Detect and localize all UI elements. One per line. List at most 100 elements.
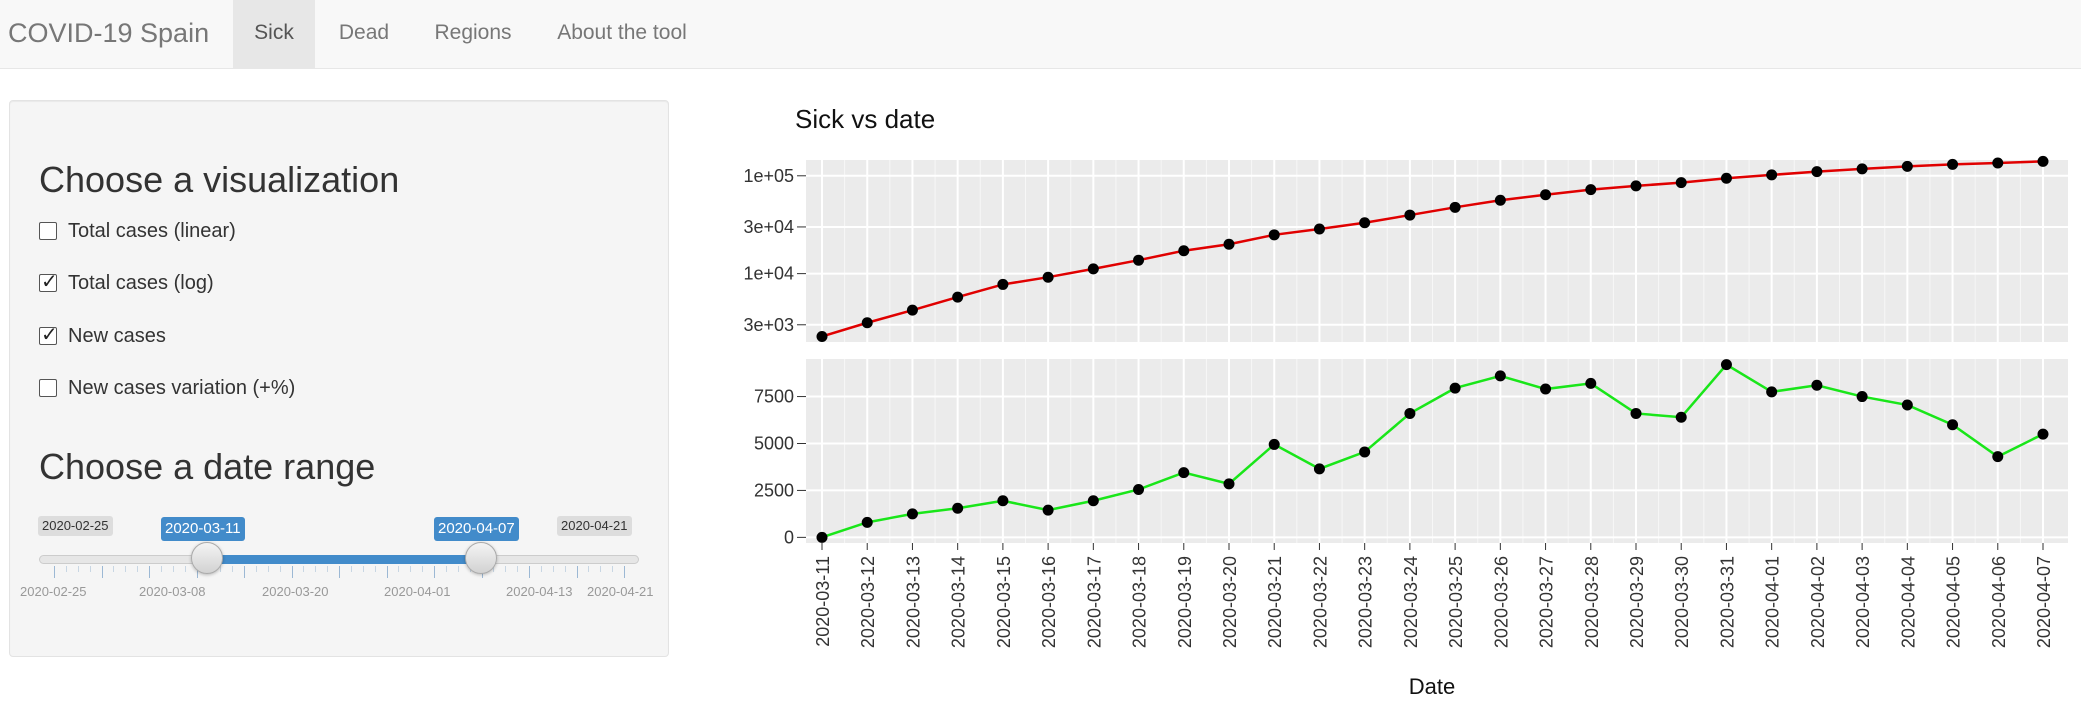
x-tick-label: 2020-03-16 [1039,556,1059,648]
data-point [952,502,964,514]
slider-selected-range[interactable] [207,555,482,564]
data-point [1947,158,1959,170]
slider-grid-tick [279,566,281,572]
x-tick-label: 2020-03-13 [903,556,923,648]
y-tick-label: 1e+05 [743,166,794,186]
x-tick-label: 2020-04-07 [2034,556,2054,648]
check-icon: ✓ [41,324,58,346]
data-point [1313,223,1325,235]
data-point [1178,245,1190,257]
option-new-cases[interactable]: ✓ New cases [39,323,166,349]
data-point [997,278,1009,290]
slider-grid-tick [339,566,340,578]
app-brand[interactable]: COVID-19 Spain [8,18,210,48]
data-point [1947,419,1959,431]
slider-grid-tick [172,566,174,572]
slider-grid-tick [327,566,329,572]
slider-grid-label: 2020-03-08 [139,584,206,599]
slider-grid-tick [398,566,400,572]
data-point [1087,263,1099,275]
slider-grid-tick [434,566,435,578]
x-tick-label: 2020-03-19 [1175,556,1195,648]
x-tick-label: 2020-03-21 [1265,556,1285,648]
data-point [1042,271,1054,283]
data-point [1856,391,1868,403]
data-point [1720,172,1732,184]
x-tick-label: 2020-04-01 [1763,556,1783,648]
slider-grid-tick [196,566,198,578]
slider-grid-tick [410,566,412,572]
slider-grid-tick [101,566,103,578]
bottom-panel-bg [806,359,2068,543]
slider-from-label: 2020-03-11 [161,517,245,541]
data-point [861,317,873,329]
data-point [952,291,964,303]
option-total-linear[interactable]: Total cases (linear) [39,218,236,244]
data-point [1766,169,1778,181]
slider-grid-tick [350,566,352,572]
slider-grid-tick [505,566,507,572]
plot-title: Sick vs date [795,104,936,134]
slider-grid-tick [232,566,234,572]
tab-regions[interactable]: Regions [434,21,512,44]
x-tick-label: 2020-03-29 [1627,556,1647,648]
slider-grid-tick [540,566,542,572]
x-tick-label: 2020-03-25 [1446,556,1466,648]
tab-dead[interactable]: Dead [338,21,390,44]
checkbox[interactable] [39,222,57,240]
data-point [1901,160,1913,172]
data-point [1223,478,1235,490]
y-tick-label: 1e+04 [743,264,794,284]
y-tick-label: 0 [784,527,794,547]
slider-grid-tick [493,566,495,572]
data-point [1811,166,1823,178]
slider-grid-tick [564,566,566,572]
slider-grid-tick [588,566,590,572]
slider-grid-tick [552,566,554,572]
data-point [816,531,828,543]
slider-grid-tick [374,566,376,572]
slider-grid-tick [612,566,614,572]
x-tick-label: 2020-03-24 [1401,556,1421,648]
checkbox[interactable]: ✓ [39,271,58,293]
data-point [1856,163,1868,175]
slider-grid-tick [184,566,186,572]
slider-grid-tick [600,566,602,572]
data-point [1133,254,1145,266]
slider-handle-from[interactable] [191,542,223,574]
slider-grid-tick [517,566,519,572]
data-point [1585,377,1597,389]
option-new-cases-variation[interactable]: New cases variation (+%) [39,375,295,401]
data-point [1449,382,1461,394]
x-tick-label: 2020-04-03 [1853,556,1873,648]
x-tick-label: 2020-03-11 [813,556,833,647]
data-point [1901,399,1913,411]
x-tick-label: 2020-03-15 [994,556,1014,648]
data-point [906,508,918,520]
slider-grid-tick [267,566,269,572]
visualization-heading: Choose a visualization [39,159,400,200]
slider-grid-tick [422,566,424,572]
x-axis-title: Date [1409,674,1455,699]
data-point [1313,463,1325,475]
slider-handle-to[interactable] [465,542,497,574]
option-total-log[interactable]: ✓ Total cases (log) [39,270,214,296]
slider-grid-tick [77,566,79,572]
checkbox[interactable] [39,379,57,397]
slider-grid-tick [624,566,625,578]
x-tick-label: 2020-03-14 [949,556,969,648]
data-point [1720,359,1732,371]
y-tick-label: 5000 [754,433,794,453]
slider-grid-tick [149,566,150,578]
data-point [1494,194,1506,206]
slider-grid-tick [65,566,67,572]
tab-about[interactable]: About the tool [557,21,687,44]
checkbox[interactable]: ✓ [39,324,58,346]
data-point [2037,155,2049,167]
x-tick-label: 2020-03-26 [1491,556,1511,648]
slider-grid-label: 2020-04-01 [384,584,451,599]
slider-grid-tick [362,566,364,572]
data-point [1404,209,1416,221]
tab-sick[interactable]: Sick [233,0,315,68]
data-point [1042,504,1054,516]
